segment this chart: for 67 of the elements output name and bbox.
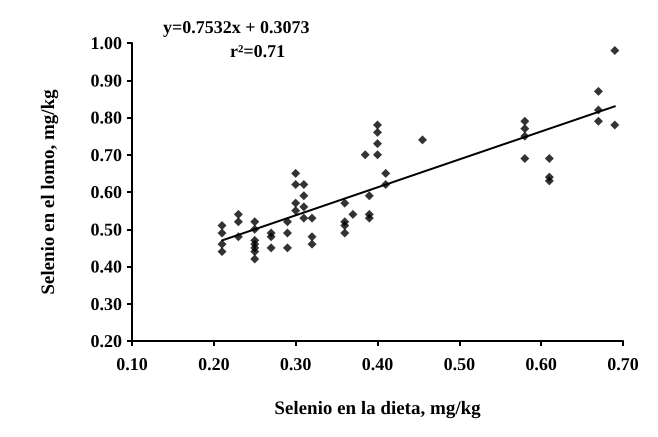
point: [250, 254, 260, 264]
point: [594, 116, 603, 126]
y-tick-label: 0.50: [90, 219, 122, 240]
y-tick-label: 1.00: [90, 33, 122, 53]
point: [218, 228, 227, 238]
point: [520, 124, 530, 134]
point: [364, 191, 374, 200]
point: [340, 228, 350, 238]
point: [291, 206, 300, 216]
point: [544, 176, 554, 186]
point: [250, 247, 260, 256]
point: [299, 191, 308, 200]
point: [299, 202, 308, 212]
point: [340, 221, 350, 230]
point: [373, 120, 382, 130]
point: [373, 150, 382, 160]
point: [308, 232, 317, 242]
point: [234, 217, 243, 226]
point: [234, 210, 243, 219]
point: [266, 243, 276, 252]
point: [299, 214, 308, 223]
point: [218, 221, 227, 230]
point: [218, 240, 227, 249]
y-tick-label: 0.30: [90, 294, 122, 314]
point: [520, 116, 530, 126]
annotation: r²=0.71: [230, 41, 286, 61]
point: [282, 228, 292, 238]
point: [291, 198, 300, 208]
point: [373, 128, 382, 137]
x-tick-label: 0.30: [280, 354, 312, 374]
y-tick-label: 0.70: [90, 144, 122, 165]
point: [594, 86, 603, 96]
x-axis-title: Selenio en la dieta, mg/kg: [274, 398, 482, 419]
point: [266, 232, 276, 242]
x-tick-label: 0.10: [116, 354, 148, 374]
point: [291, 168, 300, 178]
point: [340, 198, 350, 208]
x-tick-label: 0.40: [362, 354, 394, 374]
point: [299, 180, 308, 190]
point: [282, 243, 292, 252]
point: [348, 210, 358, 219]
point: [544, 154, 554, 163]
point: [381, 168, 390, 178]
point: [308, 240, 317, 249]
y-tick-label: 0.90: [90, 70, 122, 90]
point: [610, 120, 620, 130]
point: [218, 247, 227, 256]
y-tick-label: 0.80: [90, 108, 122, 128]
y-tick-label: 0.40: [90, 256, 122, 276]
x-tick-label: 0.20: [198, 354, 230, 374]
text: y=0.7532x + 0.3073: [163, 17, 310, 37]
point: [520, 154, 530, 163]
point: [308, 214, 317, 223]
x-tick-label: 0.60: [525, 354, 557, 374]
point: [610, 46, 620, 55]
y-tick-label: 0.60: [90, 182, 122, 202]
point: [360, 150, 370, 160]
point: [364, 214, 374, 223]
y-tick-label: 0.20: [90, 331, 122, 351]
y-axis-title: Selenio en el lomo, mg/kg: [38, 88, 59, 295]
point: [282, 217, 292, 226]
point: [250, 217, 260, 226]
x-tick-label: 0.50: [444, 354, 476, 374]
x-tick-label: 0.70: [607, 354, 639, 374]
point: [291, 180, 300, 190]
point: [373, 139, 382, 148]
point: [418, 135, 428, 144]
